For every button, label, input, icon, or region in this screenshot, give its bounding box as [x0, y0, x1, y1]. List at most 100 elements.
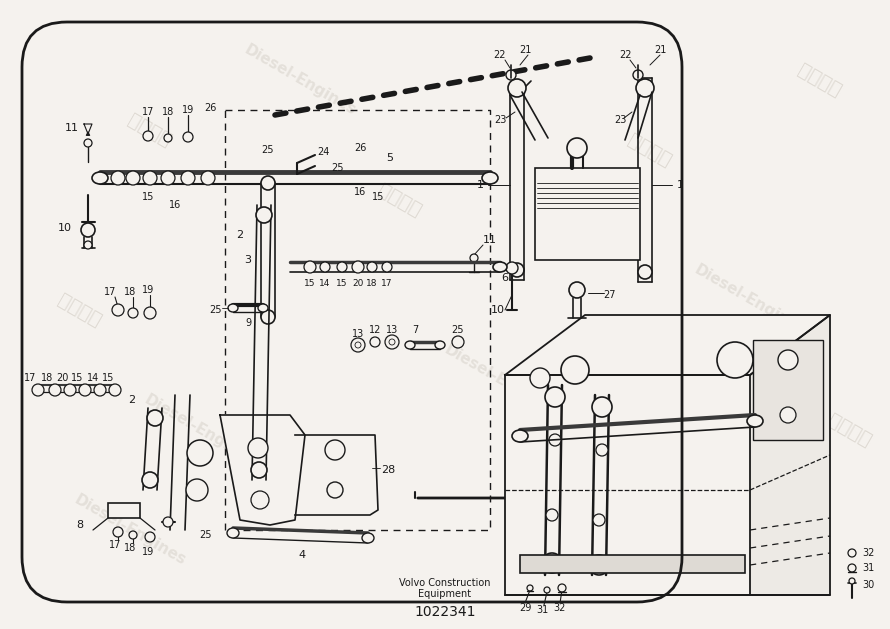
Text: 20: 20: [352, 279, 364, 289]
Circle shape: [129, 531, 137, 539]
Text: 31: 31: [536, 605, 548, 615]
Text: 12: 12: [368, 325, 381, 335]
Circle shape: [382, 262, 392, 272]
Text: Diesel-Engines: Diesel-Engines: [241, 42, 359, 118]
Text: Diesel-Engines: Diesel-Engines: [71, 492, 189, 568]
Circle shape: [778, 350, 798, 370]
Text: 17: 17: [24, 373, 36, 383]
Circle shape: [144, 307, 156, 319]
Circle shape: [638, 81, 652, 95]
Ellipse shape: [435, 341, 445, 349]
Circle shape: [545, 387, 565, 407]
Circle shape: [183, 132, 193, 142]
Ellipse shape: [228, 304, 238, 312]
Text: 8: 8: [77, 520, 84, 530]
Circle shape: [849, 578, 855, 584]
Circle shape: [142, 472, 158, 488]
Text: 18: 18: [162, 107, 174, 117]
Text: 21: 21: [519, 45, 531, 55]
Text: 10: 10: [58, 223, 72, 233]
Polygon shape: [750, 315, 830, 595]
Text: 11: 11: [483, 235, 497, 245]
Text: 聚发动力: 聚发动力: [55, 290, 105, 330]
Text: 14: 14: [87, 373, 99, 383]
Text: 17: 17: [142, 107, 154, 117]
Text: 11: 11: [65, 123, 79, 133]
Circle shape: [510, 263, 524, 277]
Circle shape: [638, 265, 652, 279]
Circle shape: [569, 282, 585, 298]
Circle shape: [181, 171, 195, 185]
Circle shape: [385, 335, 399, 349]
Circle shape: [508, 79, 526, 97]
Text: 10: 10: [491, 305, 505, 315]
Circle shape: [201, 171, 215, 185]
Circle shape: [567, 138, 587, 158]
Text: Diesel-Engines: Diesel-Engines: [541, 462, 659, 538]
Circle shape: [327, 482, 343, 498]
Text: 17: 17: [104, 287, 117, 297]
Text: 24: 24: [317, 147, 329, 157]
Text: 7: 7: [412, 325, 418, 335]
Circle shape: [304, 261, 316, 273]
Circle shape: [145, 532, 155, 542]
Ellipse shape: [512, 430, 528, 442]
Text: 聚发动力: 聚发动力: [825, 410, 875, 450]
Circle shape: [126, 171, 140, 185]
Circle shape: [848, 549, 856, 557]
Polygon shape: [505, 315, 830, 375]
Circle shape: [452, 336, 464, 348]
Circle shape: [470, 254, 478, 262]
Circle shape: [351, 338, 365, 352]
Text: 15: 15: [372, 192, 384, 202]
Circle shape: [109, 384, 121, 396]
Circle shape: [164, 134, 172, 142]
Ellipse shape: [92, 172, 108, 184]
Ellipse shape: [258, 304, 268, 312]
Circle shape: [248, 438, 268, 458]
Text: 27: 27: [603, 290, 616, 300]
Circle shape: [113, 527, 123, 537]
Circle shape: [542, 553, 562, 573]
Circle shape: [506, 262, 518, 274]
Text: 32: 32: [862, 548, 874, 558]
Text: 16: 16: [354, 187, 366, 197]
Text: 9: 9: [245, 318, 251, 328]
Ellipse shape: [362, 533, 374, 543]
Text: 6: 6: [501, 273, 508, 283]
Circle shape: [128, 308, 138, 318]
Text: 25: 25: [452, 325, 465, 335]
Circle shape: [81, 223, 95, 237]
Circle shape: [186, 479, 208, 501]
Text: 3: 3: [245, 255, 252, 265]
Text: 17: 17: [109, 540, 121, 550]
Circle shape: [596, 444, 608, 456]
Bar: [535, 168, 640, 260]
Circle shape: [261, 310, 275, 324]
Circle shape: [848, 564, 856, 572]
Text: 30: 30: [862, 580, 874, 590]
Text: 18: 18: [41, 373, 53, 383]
Circle shape: [589, 555, 609, 575]
Text: 15: 15: [142, 192, 154, 202]
Circle shape: [717, 342, 753, 378]
Circle shape: [251, 491, 269, 509]
Circle shape: [143, 171, 157, 185]
Circle shape: [320, 262, 330, 272]
Circle shape: [510, 81, 524, 95]
Text: 22: 22: [493, 50, 506, 60]
Circle shape: [112, 304, 124, 316]
Circle shape: [161, 171, 175, 185]
Text: Diesel-Engines: Diesel-Engines: [441, 342, 558, 418]
Text: 1: 1: [476, 180, 483, 190]
Text: 16: 16: [169, 200, 182, 210]
Circle shape: [389, 339, 395, 345]
Text: 聚发动力: 聚发动力: [795, 60, 845, 100]
Bar: [753, 340, 823, 440]
Circle shape: [49, 384, 61, 396]
Text: 1: 1: [676, 180, 684, 190]
Text: 28: 28: [381, 465, 395, 475]
Text: 聚发动力: 聚发动力: [625, 130, 676, 170]
Bar: [520, 555, 745, 573]
Text: 23: 23: [494, 115, 506, 125]
